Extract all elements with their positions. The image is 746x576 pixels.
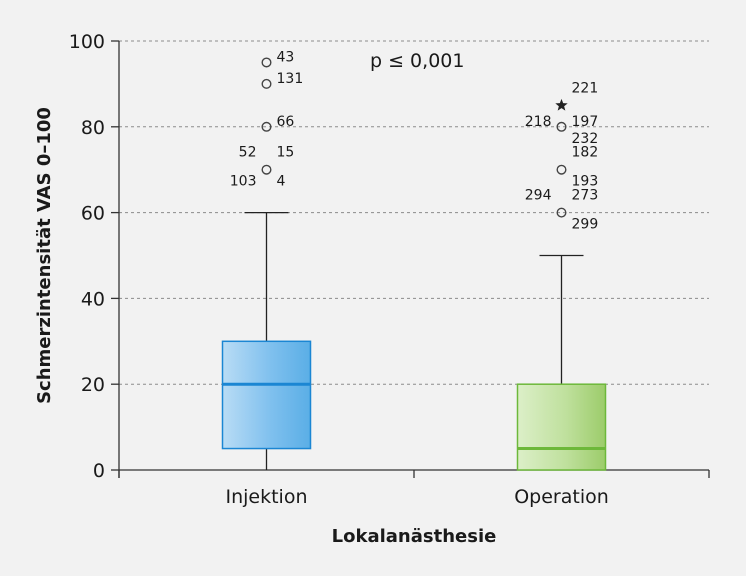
outlier-label: 193 — [572, 174, 599, 190]
x-category-label: Injektion — [225, 486, 307, 508]
grid-lines — [119, 40, 709, 385]
outlier-label: 218 — [525, 114, 552, 130]
box-injektion — [221, 340, 312, 450]
axes: 0 20 40 60 80 100 Injektion Operation — [69, 31, 710, 508]
outlier-point — [556, 164, 567, 175]
x-category-label: Operation — [514, 486, 609, 508]
outlier-label: 232 — [572, 131, 599, 147]
x-axis-title: Lokalanästhesie — [332, 526, 497, 547]
y-tick-label: 40 — [81, 288, 105, 310]
extreme-outlier-star — [555, 98, 568, 111]
outlier-label: 197 — [572, 114, 599, 130]
p-value-annotation: p ≤ 0,001 — [370, 50, 464, 72]
box-operation — [516, 383, 607, 471]
y-tick-label: 100 — [69, 31, 105, 53]
outlier-label: 4 — [277, 174, 286, 190]
outlier-point — [261, 164, 272, 175]
outlier-label: 103 — [230, 174, 257, 190]
outlier-label: 299 — [572, 217, 599, 233]
y-tick-label: 0 — [93, 460, 105, 482]
outlier-label: 294 — [525, 188, 552, 204]
y-axis-title: Schmerzintensität VAS 0–100 — [34, 107, 55, 404]
outlier-label: 221 — [572, 80, 599, 96]
outlier-point — [556, 207, 567, 218]
outlier-label: 52 — [239, 145, 257, 161]
y-tick-label: 80 — [81, 117, 105, 139]
outlier-label: 131 — [277, 71, 304, 87]
outlier-point — [261, 57, 272, 68]
outlier-point — [261, 78, 272, 89]
outlier-label: 182 — [572, 145, 599, 161]
outlier-point — [556, 121, 567, 132]
outlier-point — [261, 121, 272, 132]
y-tick-label: 20 — [81, 374, 105, 396]
outlier-label: 43 — [277, 49, 295, 65]
outlier-label: 273 — [572, 188, 599, 204]
outlier-label: 15 — [277, 145, 295, 161]
boxes — [221, 211, 607, 471]
outlier-label: 66 — [277, 114, 295, 130]
y-tick-label: 60 — [81, 203, 105, 225]
